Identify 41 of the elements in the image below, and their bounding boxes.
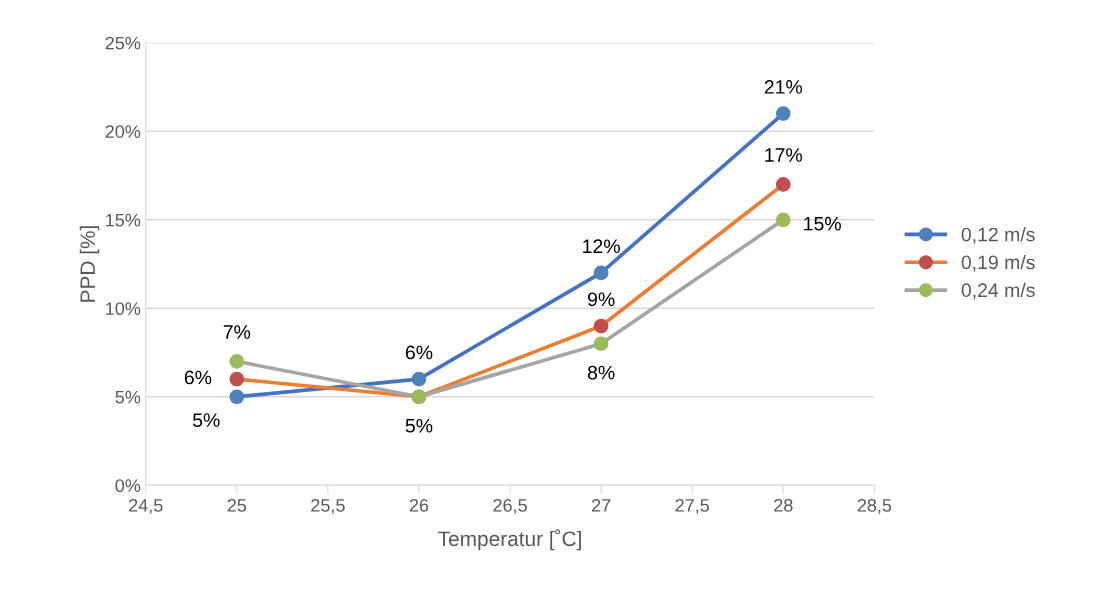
legend-label: 0,19 m/s: [961, 254, 1035, 272]
x-tick-label: 28,5: [857, 498, 892, 514]
y-tick-label: 0%: [115, 479, 141, 493]
legend-label: 0,12 m/s: [961, 227, 1035, 244]
data-label: 8%: [587, 365, 615, 380]
data-label: 5%: [405, 418, 433, 433]
x-tick-label: 27: [592, 498, 611, 512]
y-tick-label: 20%: [105, 125, 141, 138]
x-tick-label: 24,5: [129, 498, 163, 514]
point: [229, 354, 245, 369]
y-tick-label: 10%: [106, 302, 141, 316]
point: [776, 177, 791, 192]
x-axis-title: Temperatur [˚C]: [438, 529, 581, 551]
point: [776, 106, 791, 121]
point: [593, 318, 609, 334]
x-tick-label: 25: [227, 498, 247, 512]
x-tick-label: 27,5: [675, 498, 710, 514]
point: [593, 265, 609, 281]
x-tick-label: 28: [774, 498, 793, 512]
data-label: 12%: [583, 239, 620, 254]
legend-label: 0,24 m/s: [961, 282, 1035, 300]
data-label: 6%: [184, 370, 212, 385]
data-label: 21%: [764, 80, 803, 94]
x-tick-label: 25,5: [311, 498, 345, 514]
data-label: 15%: [804, 216, 841, 231]
point: [411, 371, 427, 387]
point: [229, 389, 245, 405]
point: [593, 336, 609, 351]
y-tick-label: 15%: [106, 213, 141, 227]
data-label: 9%: [587, 292, 615, 307]
point: [229, 371, 245, 387]
y-tick-label: 5%: [115, 390, 141, 404]
x-tick-label: 26,5: [493, 498, 527, 514]
y-axis-title: PPD [%]: [79, 226, 100, 302]
data-label: 6%: [405, 345, 433, 360]
data-label: 7%: [223, 325, 251, 339]
data-label: 17%: [765, 148, 803, 162]
y-tick-label: 25%: [105, 36, 141, 50]
data-label: 5%: [192, 413, 220, 428]
x-tick-label: 26: [409, 498, 429, 512]
point: [776, 212, 791, 228]
